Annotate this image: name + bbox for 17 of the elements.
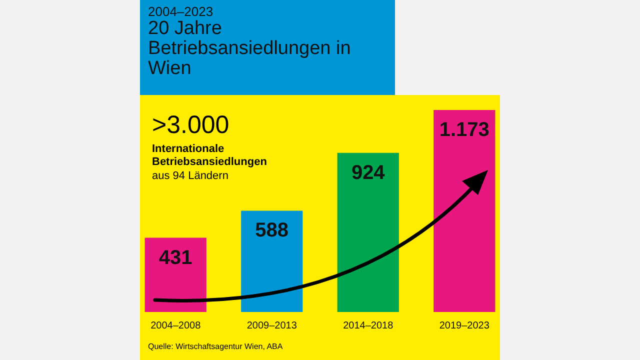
- chart-title: 20 Jahre Betriebsansiedlungen in Wien: [148, 18, 352, 79]
- data-label: 588: [255, 220, 289, 242]
- data-label: 431: [158, 246, 192, 269]
- x-tick-label: 2009–2013: [246, 320, 298, 332]
- bar: [144, 238, 206, 312]
- chart-subtitle: 2004–2023: [148, 4, 214, 19]
- x-tick-label: 2014–2018: [343, 320, 394, 332]
- bar: [434, 110, 496, 312]
- annotation: aus 94 Ländern: [152, 170, 228, 182]
- data-label: 1.173: [439, 119, 490, 141]
- x-tick-label: 2019–2023: [439, 320, 490, 332]
- bar: [337, 152, 399, 312]
- x-tick-label: 2004–2008: [150, 320, 202, 332]
- bar: [241, 210, 303, 312]
- data-label: 924: [351, 162, 386, 184]
- annotation: >3.000: [152, 111, 230, 140]
- source-note: Quelle: Wirtschaftsagentur Wien, ABA: [148, 342, 283, 351]
